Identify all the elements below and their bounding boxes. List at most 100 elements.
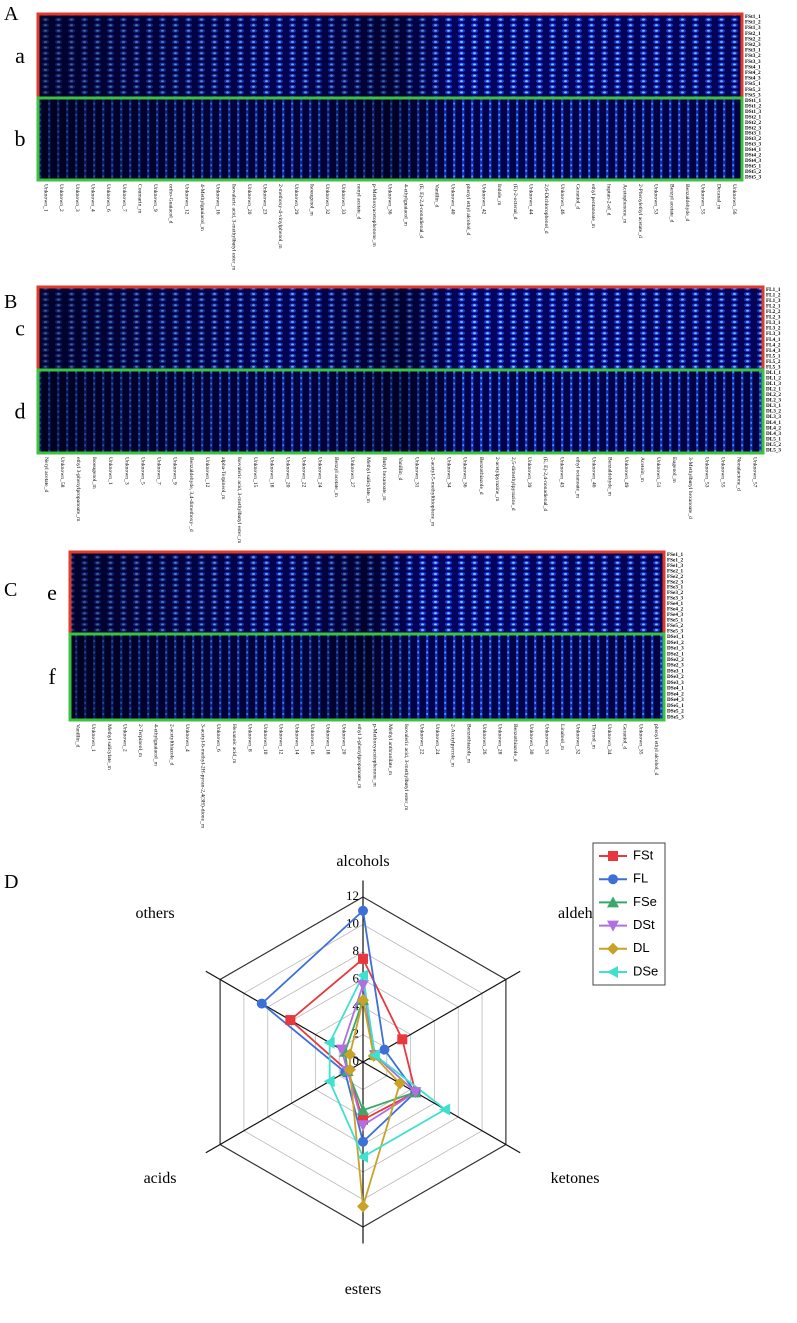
row-label: FL5_1 <box>766 353 781 359</box>
row-label: DSt4_3 <box>745 158 762 164</box>
row-label: FL2_3 <box>766 315 781 321</box>
column-label: Unknown_29 <box>293 184 299 215</box>
marker <box>285 1015 296 1026</box>
legend-label: FL <box>633 871 648 886</box>
column-label: 2-acetylthiazole_d <box>168 724 174 766</box>
tick-label: 6 <box>353 970 360 985</box>
row-label: FSt4_2 <box>745 70 761 76</box>
marker <box>397 1034 408 1045</box>
row-label: DL3_2 <box>766 409 781 415</box>
column-label: Unknown_24 <box>434 724 440 755</box>
column-label: Isoeugenol_m <box>308 184 314 216</box>
marker <box>607 966 618 978</box>
column-label: Unknown_42 <box>481 184 487 215</box>
column-label: Unknown_3 <box>74 184 80 212</box>
legend-label: DSt <box>633 917 655 932</box>
column-label: Unknown_58 <box>59 457 65 488</box>
column-label: Hexanoic acid_m <box>231 724 237 764</box>
column-label: Unknown_56 <box>731 184 737 215</box>
column-label: Unknown_46 <box>591 457 597 488</box>
column-label: Unknown_18 <box>268 457 274 488</box>
block-border <box>36 96 744 182</box>
row-label: FSe3_2 <box>667 590 684 596</box>
column-label: Unknown_23 <box>262 184 268 215</box>
column-label: 3-acetyl-6-methyl-2H-pyran-2,4(3H)-dione… <box>200 724 207 829</box>
heatmap-shade <box>70 634 664 720</box>
column-label: Benzothiazole_d <box>512 724 518 762</box>
row-label: DL1_2 <box>766 375 781 381</box>
row-label: DSe4_1 <box>667 686 684 692</box>
column-label: Benzyl acetate_d <box>668 184 674 223</box>
row-label: DSe5_2 <box>667 709 684 715</box>
column-label: Unknown_36 <box>462 457 468 488</box>
column-label: 4-ethylguaiacol_m <box>402 184 408 227</box>
row-label: DSt1_3 <box>745 109 762 115</box>
row-label: DSt1_1 <box>745 98 762 104</box>
column-label: Unknown_12 <box>183 184 189 215</box>
marker <box>379 1044 390 1055</box>
row-label: FL5_3 <box>766 364 781 370</box>
row-label: FSt2_1 <box>745 31 761 37</box>
column-label: Unknown_33 <box>340 184 346 215</box>
row-label: FSe2_3 <box>667 579 684 585</box>
column-label: Unknown_44 <box>528 184 534 215</box>
row-label: FSt2_2 <box>745 36 761 42</box>
heatmaps: AaFSt1_1FSt1_2FSt1_3FSt2_1FSt2_2FSt2_3FS… <box>4 3 781 829</box>
column-label: Geraniol_d <box>574 184 580 209</box>
column-label: Unknown_5 <box>139 457 145 485</box>
legend-box <box>592 842 666 986</box>
column-label: Methyl anthranilate_m <box>387 724 393 776</box>
row-label: FSe1_2 <box>667 557 684 563</box>
column-label: Unknown_39 <box>526 457 532 488</box>
marker <box>608 851 618 861</box>
marker <box>368 1049 380 1062</box>
row-label: DSt2_3 <box>745 125 762 131</box>
column-label: Unknown_2 <box>58 184 64 212</box>
marker <box>607 896 619 908</box>
marker <box>358 905 368 916</box>
row-label: DL4_2 <box>766 425 781 431</box>
legend-label: FSt <box>633 847 654 862</box>
column-label: Vanillin_d <box>434 184 440 208</box>
row-label: DL1_1 <box>766 370 781 376</box>
column-label: 2-acetyl-5-methylthiophene_m <box>429 457 435 527</box>
panel-letter: D <box>4 871 18 893</box>
row-label: DSt5_3 <box>745 174 762 180</box>
marker <box>409 1087 422 1099</box>
marker <box>607 920 619 932</box>
column-label: nonyl acetate_d <box>355 184 361 219</box>
heatmap-shade <box>38 98 742 180</box>
row-label: FL1_1 <box>766 287 781 293</box>
column-label: Unknown_3 <box>123 457 129 485</box>
row-label: DSe4_2 <box>667 691 684 697</box>
block-letter: f <box>48 664 56 689</box>
marker <box>357 994 369 1007</box>
column-label: 2,5-dimethylpyrazine_d <box>510 457 516 511</box>
panel-letter: B <box>4 291 17 313</box>
row-label: DSe2_1 <box>667 651 684 657</box>
block-border <box>68 632 666 722</box>
marker <box>393 1077 406 1090</box>
marker <box>358 953 368 964</box>
column-label: Unknown_55 <box>719 457 725 488</box>
row-label: DSt2_2 <box>745 120 762 126</box>
column-label: ethyl 3-phenylpropanoate_m <box>75 457 81 522</box>
row-label: DSt2_1 <box>745 114 762 120</box>
column-label: Isovaleric acid, 3-methylbutyl ester_m <box>403 724 409 811</box>
row-label: FSe4_1 <box>667 601 684 607</box>
marker <box>357 980 369 991</box>
column-label: Unknown_4 <box>184 724 190 752</box>
legend-label: FSe <box>633 894 657 909</box>
row-label: DSe5_3 <box>667 714 684 720</box>
block-letter: c <box>15 316 25 341</box>
row-label: FSt1_3 <box>745 25 761 31</box>
column-label: Unknown_55 <box>700 184 706 215</box>
column-label: Unknown_46 <box>559 184 565 215</box>
column-label: Unknown_15 <box>252 457 258 488</box>
marker <box>358 1136 368 1147</box>
category-label: alcohols <box>336 853 389 870</box>
panel-letter: A <box>4 3 19 25</box>
column-label: (E, E)-2,4-nonadienal_d <box>418 184 425 238</box>
column-label: Unknown_22 <box>301 457 307 488</box>
column-label: Unknown_14 <box>293 724 299 755</box>
